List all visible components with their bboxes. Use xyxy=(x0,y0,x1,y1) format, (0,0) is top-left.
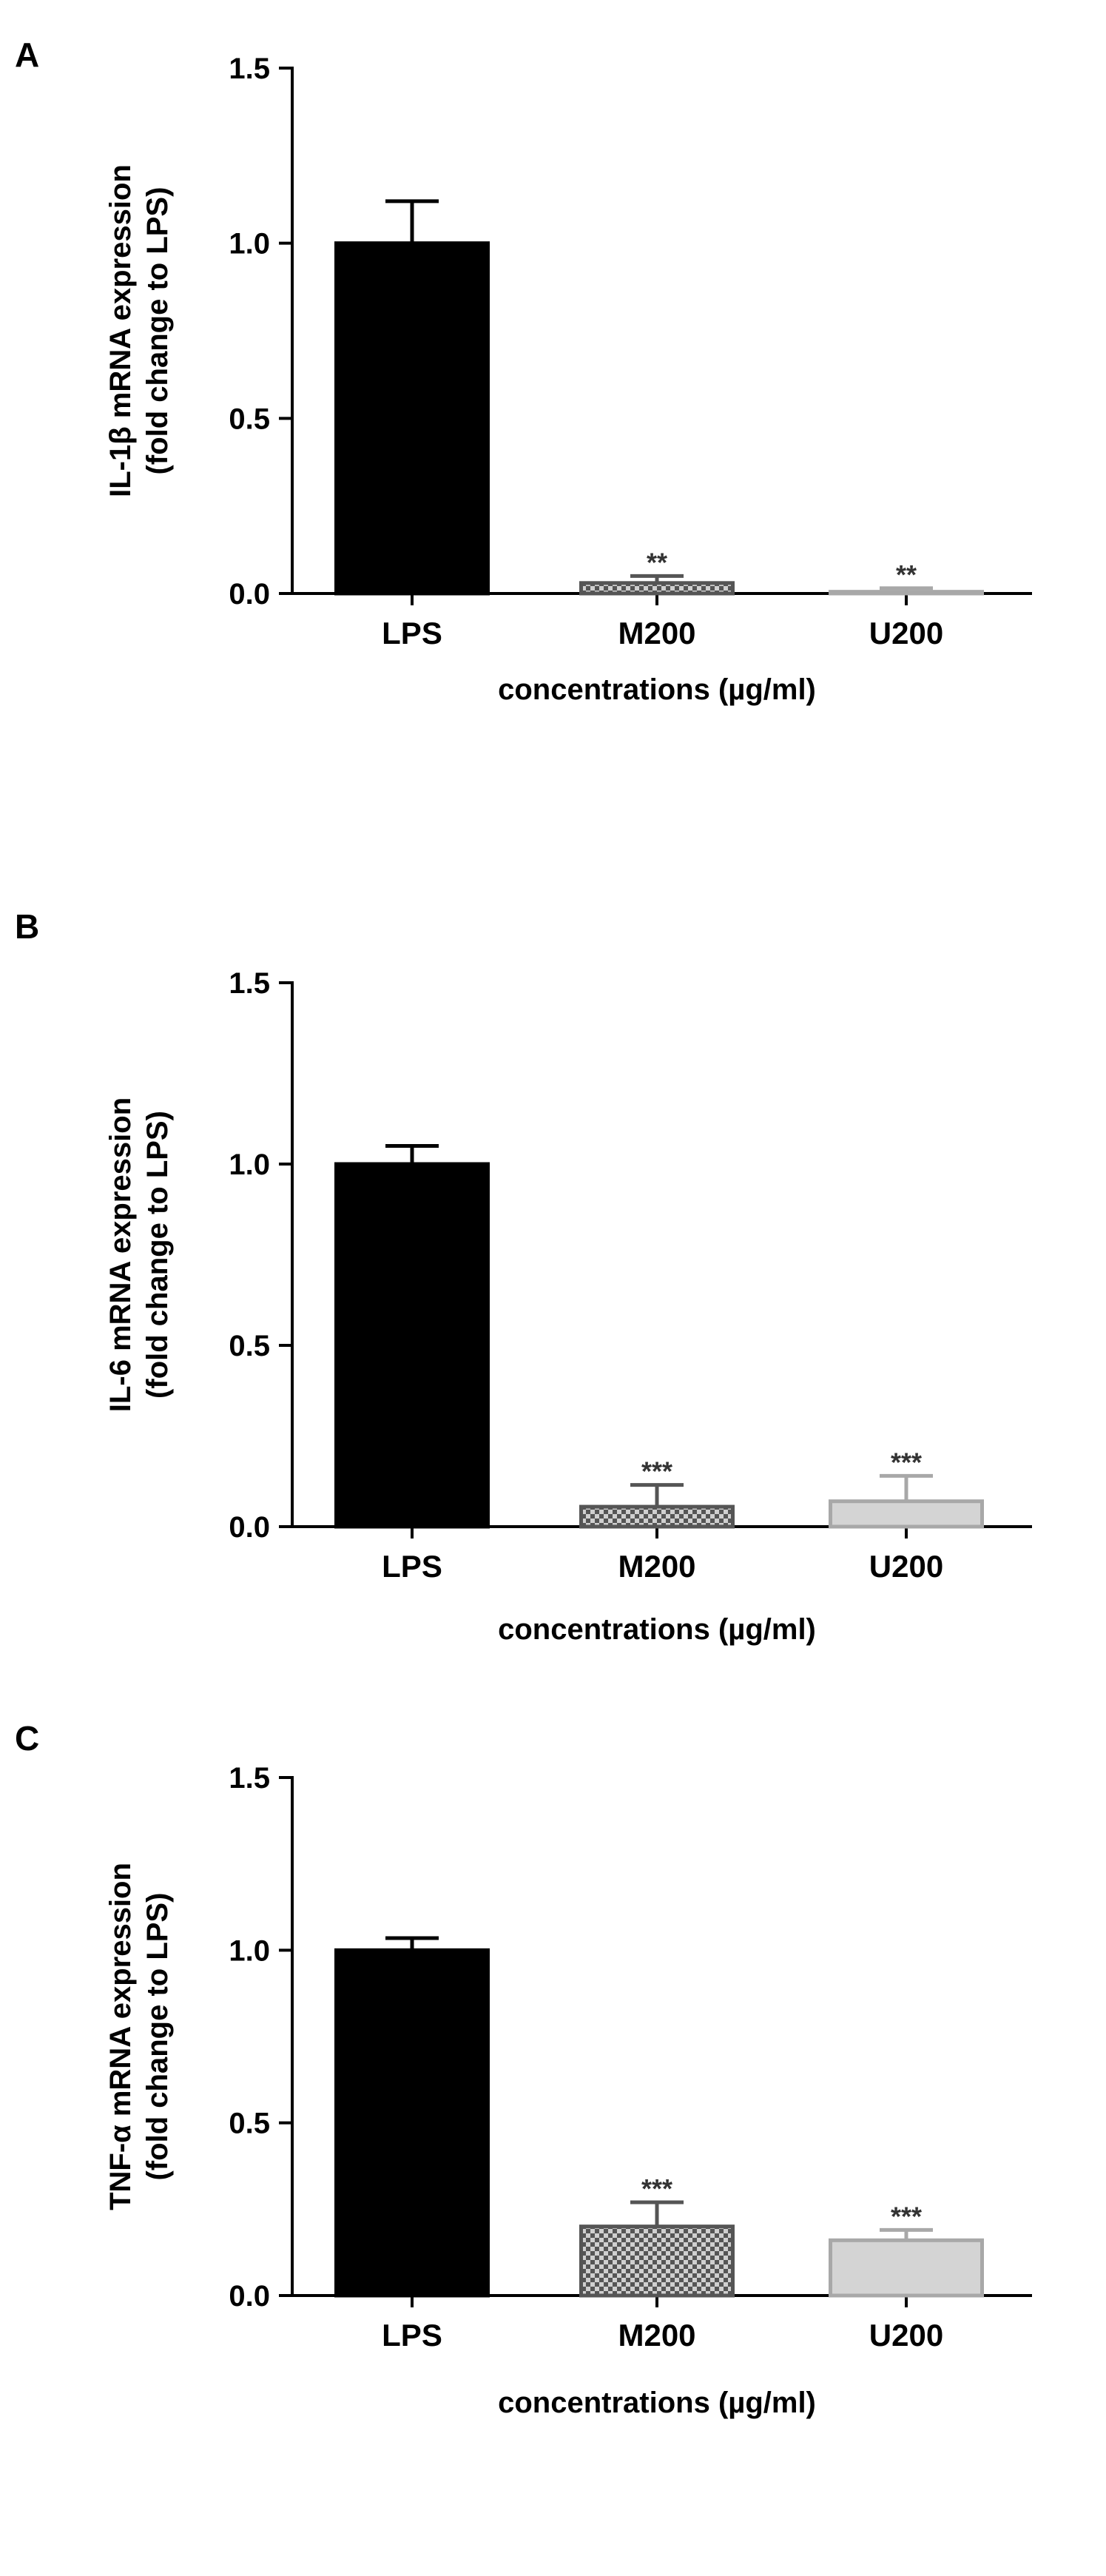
significance-label: *** xyxy=(641,1456,672,1487)
y-tick-label: 1.5 xyxy=(229,967,270,1000)
category-label: LPS xyxy=(382,616,442,650)
bar xyxy=(334,241,490,596)
y-tick-label: 1.5 xyxy=(229,1762,270,1795)
category-label: M200 xyxy=(618,1549,695,1584)
bar xyxy=(829,590,984,596)
significance-label: ** xyxy=(647,547,667,577)
category-label: M200 xyxy=(618,2318,695,2353)
bar xyxy=(829,2238,984,2298)
bar xyxy=(334,1948,490,2298)
significance-label: *** xyxy=(891,2201,922,2231)
x-axis-label: concentrations (µg/ml) xyxy=(498,1613,816,1646)
y-tick-label: 1.5 xyxy=(229,53,270,85)
y-tick-label: 0.5 xyxy=(229,1330,270,1362)
y-axis-label-line2: (fold change to LPS) xyxy=(141,1893,174,2181)
panel-label: A xyxy=(15,36,39,74)
chart-panel-a: A IL-1β mRNA expression (fold change to … xyxy=(15,36,1032,706)
category-label: LPS xyxy=(382,2318,442,2353)
y-tick-label: 1.0 xyxy=(229,1934,270,1967)
y-axis-label-line2: (fold change to LPS) xyxy=(141,187,174,475)
bar xyxy=(579,581,735,596)
bar xyxy=(579,1504,735,1529)
category-label: U200 xyxy=(869,2318,943,2353)
bar xyxy=(829,1499,984,1529)
x-axis-label: concentrations (µg/ml) xyxy=(498,2387,816,2419)
y-axis-label-line1: IL-1β mRNA expression xyxy=(104,164,137,497)
y-tick-label: 0.0 xyxy=(229,1511,270,1544)
y-tick-label: 0.0 xyxy=(229,578,270,611)
category-label: LPS xyxy=(382,1549,442,1584)
y-tick-label: 0.5 xyxy=(229,403,270,435)
y-axis-label-line1: IL-6 mRNA expression xyxy=(104,1097,137,1412)
category-label: M200 xyxy=(618,616,695,650)
y-tick-label: 1.0 xyxy=(229,1149,270,1181)
panel-label: B xyxy=(15,907,39,946)
chart-panel-c: C TNF-α mRNA expression (fold change to … xyxy=(15,1719,1032,2419)
x-axis-label: concentrations (µg/ml) xyxy=(498,673,816,706)
category-label: U200 xyxy=(869,1549,943,1584)
category-label: U200 xyxy=(869,616,943,650)
panel-label: C xyxy=(15,1719,39,1758)
significance-label: *** xyxy=(641,2173,672,2204)
bar xyxy=(579,2224,735,2298)
bar xyxy=(334,1162,490,1529)
y-tick-label: 0.5 xyxy=(229,2108,270,2140)
y-tick-label: 0.0 xyxy=(229,2280,270,2313)
significance-label: *** xyxy=(891,1447,922,1477)
significance-label: ** xyxy=(896,559,917,590)
y-tick-label: 1.0 xyxy=(229,228,270,260)
y-axis-label-line1: TNF-α mRNA expression xyxy=(104,1863,137,2210)
chart-panel-b: B IL-6 mRNA expression (fold change to L… xyxy=(15,907,1032,1646)
y-axis-label-line2: (fold change to LPS) xyxy=(141,1111,174,1399)
